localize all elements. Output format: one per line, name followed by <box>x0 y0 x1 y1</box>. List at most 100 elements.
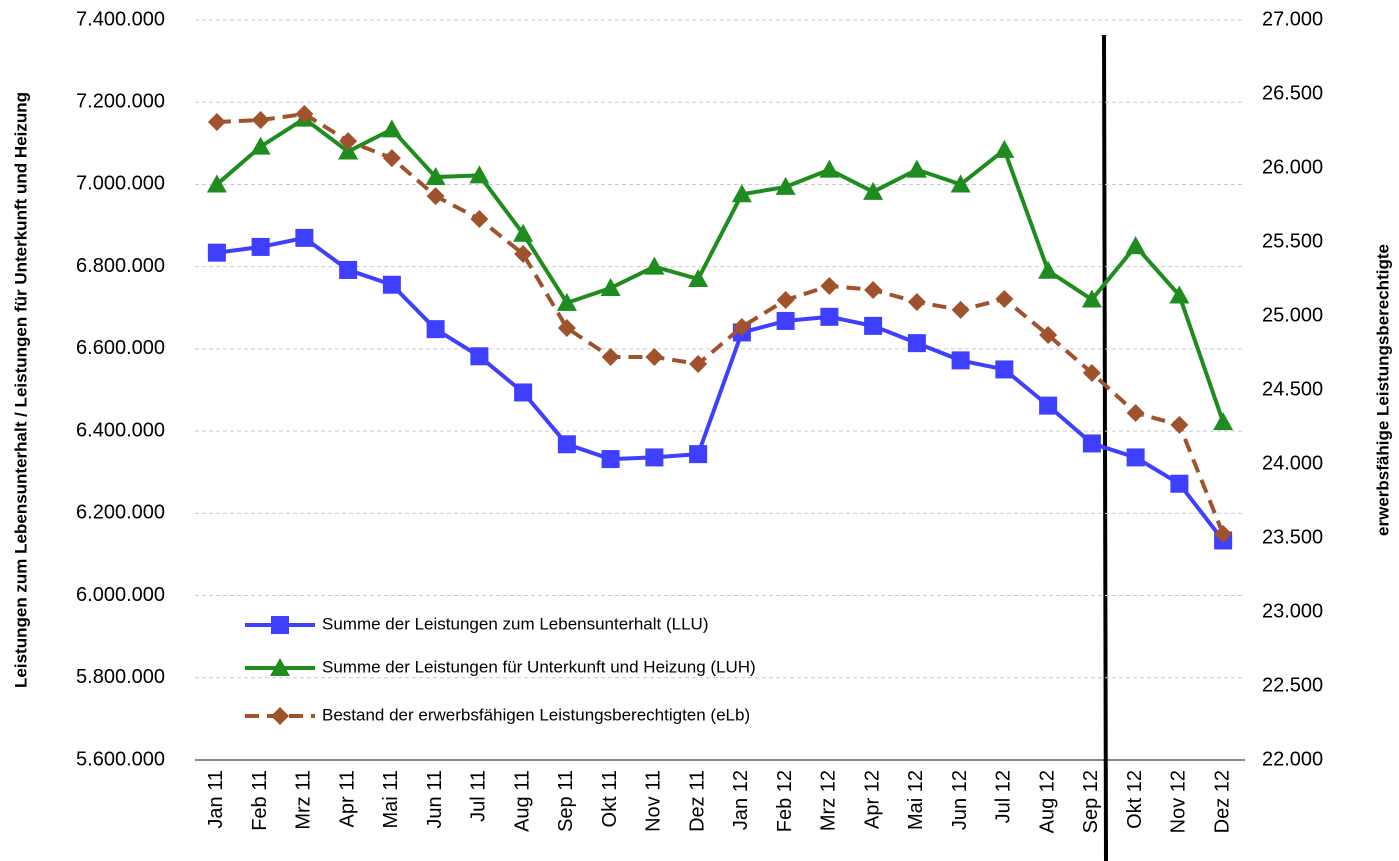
legend-label: Bestand der erwerbsfähigen Leistungsbere… <box>322 705 750 724</box>
x-tick-label: Okt 12 <box>1124 770 1146 829</box>
marker <box>206 174 227 193</box>
marker <box>469 165 490 184</box>
y2-tick-label: 27.000 <box>1262 8 1323 30</box>
marker <box>864 316 883 335</box>
x-tick-label: Mrz 12 <box>818 770 840 831</box>
marker <box>907 334 926 353</box>
marker <box>295 104 314 123</box>
marker <box>644 256 665 275</box>
y2-tick-label: 25.500 <box>1262 230 1323 252</box>
marker <box>1082 363 1101 382</box>
series-line <box>215 116 1226 423</box>
y-tick-label: 5.600.000 <box>76 748 165 770</box>
x-tick-label: Jan 11 <box>205 770 227 829</box>
y2-tick-label: 24.500 <box>1262 378 1323 400</box>
marker <box>645 448 664 467</box>
marker <box>1214 525 1233 544</box>
x-tick-label: Sep 12 <box>1080 770 1102 833</box>
marker <box>207 243 226 262</box>
marker <box>951 351 970 370</box>
marker <box>470 210 489 229</box>
marker <box>1169 285 1190 304</box>
y2-axis-label: erwerbsfähige Leistungsberechtigte <box>1373 244 1392 536</box>
x-tick-label: Okt 11 <box>599 770 621 827</box>
y-tick-label: 6.800.000 <box>76 255 165 277</box>
marker <box>951 300 970 319</box>
marker <box>251 111 270 130</box>
y-tick-label: 7.200.000 <box>76 91 165 113</box>
x-tick-label: Nov 11 <box>643 770 665 832</box>
marker <box>994 139 1015 158</box>
x-tick-label: Dez 12 <box>1211 770 1233 833</box>
marker <box>950 174 971 193</box>
y-tick-label: 7.400.000 <box>76 8 165 30</box>
marker <box>995 360 1014 379</box>
marker <box>1126 403 1145 422</box>
marker <box>731 184 752 203</box>
marker <box>689 445 708 464</box>
legend-label: Summe der Leistungen für Unterkunft und … <box>322 657 756 676</box>
y-tick-label: 6.200.000 <box>76 502 165 524</box>
marker <box>470 347 489 366</box>
x-tick-label: Feb 12 <box>774 770 796 832</box>
marker <box>426 320 445 339</box>
x-tick-label: Aug 12 <box>1036 770 1058 833</box>
marker <box>732 317 751 336</box>
y-axis-label: Leistungen zum Lebensunterhalt / Leistun… <box>11 92 30 688</box>
marker <box>382 149 401 168</box>
y-tick-label: 7.000.000 <box>76 173 165 195</box>
marker <box>513 223 534 242</box>
marker <box>339 260 358 279</box>
x-tick-label: Jul 11 <box>468 770 490 822</box>
marker <box>1039 396 1058 415</box>
y-tick-label: 6.400.000 <box>76 419 165 441</box>
y2-tick-label: 22.500 <box>1262 674 1323 696</box>
y-tick-label: 5.800.000 <box>76 666 165 688</box>
y2-tick-label: 25.000 <box>1262 304 1323 326</box>
marker <box>557 318 576 337</box>
y2-tick-label: 24.000 <box>1262 452 1323 474</box>
y2-tick-label: 26.500 <box>1262 82 1323 104</box>
marker <box>381 119 402 138</box>
marker <box>1038 260 1059 279</box>
x-tick-label: Jun 12 <box>949 770 971 830</box>
x-tick-label: Aug 11 <box>511 770 533 832</box>
x-tick-label: Apr 12 <box>861 770 883 829</box>
marker <box>601 347 620 366</box>
marker <box>250 136 271 155</box>
y-tick-label: 6.000.000 <box>76 584 165 606</box>
marker <box>775 176 796 195</box>
marker <box>425 167 446 186</box>
x-tick-label: Feb 11 <box>249 770 271 831</box>
marker <box>776 291 795 310</box>
marker <box>251 237 270 256</box>
series-line <box>216 111 1225 535</box>
x-tick-label: Nov 12 <box>1168 770 1190 833</box>
x-tick-label: Mai 11 <box>380 770 402 829</box>
x-tick-label: Apr 11 <box>336 770 358 827</box>
x-tick-label: Jul 12 <box>993 770 1015 823</box>
y2-tick-label: 26.000 <box>1262 156 1323 178</box>
marker <box>1170 474 1189 493</box>
legend-label: Summe der Leistungen zum Lebensunterhalt… <box>322 614 709 633</box>
marker <box>1213 412 1234 431</box>
series-line <box>216 235 1225 542</box>
marker <box>339 132 358 151</box>
x-tick-label: Jun 11 <box>424 770 446 829</box>
marker <box>863 181 884 200</box>
marker <box>295 228 314 247</box>
marker <box>557 435 576 454</box>
marker <box>426 187 445 206</box>
marker <box>1082 434 1101 453</box>
marker <box>207 112 226 131</box>
y2-tick-label: 23.000 <box>1262 600 1323 622</box>
marker <box>1170 415 1189 434</box>
marker <box>514 383 533 402</box>
marker <box>270 658 290 676</box>
marker <box>864 280 883 299</box>
marker <box>776 311 795 330</box>
x-tick-label: Sep 11 <box>555 770 577 832</box>
marker <box>1126 448 1145 467</box>
y2-tick-label: 23.500 <box>1262 526 1323 548</box>
marker <box>514 244 533 263</box>
